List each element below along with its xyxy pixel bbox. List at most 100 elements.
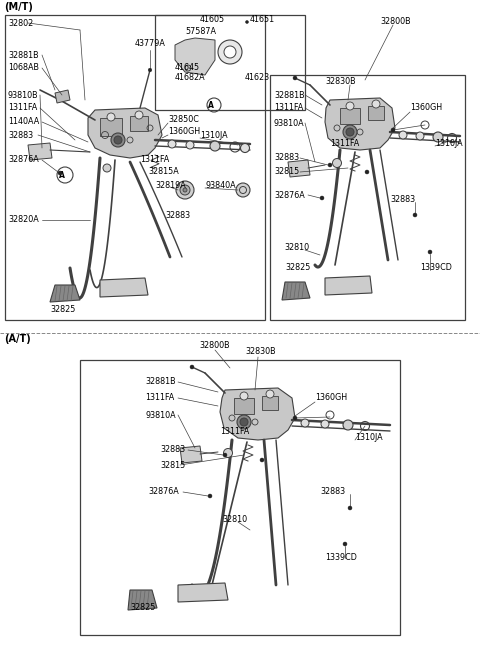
Text: 1310JA: 1310JA: [435, 138, 463, 147]
Text: 1339CD: 1339CD: [420, 263, 452, 272]
Circle shape: [176, 181, 194, 199]
Circle shape: [320, 196, 324, 200]
Text: 32815: 32815: [160, 460, 185, 470]
Circle shape: [186, 141, 194, 149]
Text: 32883: 32883: [320, 487, 345, 496]
Polygon shape: [175, 38, 215, 75]
Polygon shape: [88, 108, 162, 158]
Text: 32825: 32825: [50, 305, 75, 314]
Text: 32883: 32883: [160, 445, 185, 455]
Bar: [130, 116, 148, 131]
Text: 1360GH: 1360GH: [315, 394, 347, 403]
Text: 1311FA: 1311FA: [330, 138, 359, 147]
Circle shape: [168, 140, 176, 148]
Polygon shape: [288, 160, 310, 177]
Text: 32810: 32810: [222, 515, 247, 525]
Text: 1311FA: 1311FA: [145, 394, 174, 403]
Circle shape: [210, 141, 220, 151]
Circle shape: [343, 125, 357, 139]
Text: 32881B: 32881B: [8, 50, 38, 60]
Bar: [100, 118, 122, 136]
Text: 1311FA: 1311FA: [220, 428, 249, 436]
Bar: [234, 398, 254, 414]
Polygon shape: [100, 278, 148, 297]
Polygon shape: [325, 98, 395, 150]
Circle shape: [218, 40, 242, 64]
Text: 32800B: 32800B: [380, 18, 410, 26]
Circle shape: [391, 128, 395, 132]
Text: 32876A: 32876A: [8, 155, 39, 164]
Circle shape: [240, 143, 250, 153]
Text: 1360GH: 1360GH: [168, 128, 200, 136]
Text: A: A: [208, 100, 214, 109]
Circle shape: [114, 136, 122, 144]
Text: 32883: 32883: [8, 130, 33, 140]
Circle shape: [328, 163, 332, 167]
Text: 93810A: 93810A: [145, 411, 176, 419]
Text: 32830B: 32830B: [245, 348, 276, 356]
Text: 1339CD: 1339CD: [325, 553, 357, 563]
Circle shape: [245, 20, 249, 24]
Circle shape: [416, 132, 424, 140]
Circle shape: [293, 76, 297, 80]
Text: A: A: [59, 170, 65, 179]
Text: 32815: 32815: [274, 168, 299, 176]
Circle shape: [321, 420, 329, 428]
Text: 41651: 41651: [250, 16, 275, 24]
Circle shape: [260, 458, 264, 462]
Text: 93840A: 93840A: [205, 181, 236, 189]
Circle shape: [428, 250, 432, 254]
Text: 93810A: 93810A: [274, 119, 305, 128]
Bar: [155, 15, 305, 110]
Text: 32825: 32825: [285, 263, 311, 272]
Bar: [262, 396, 278, 410]
Text: 32881B: 32881B: [145, 377, 176, 386]
Polygon shape: [55, 90, 70, 103]
Circle shape: [183, 188, 187, 192]
Circle shape: [333, 159, 341, 168]
Text: 1360GH: 1360GH: [410, 103, 442, 113]
Text: 32802: 32802: [8, 18, 33, 28]
Circle shape: [343, 420, 353, 430]
Text: 41605: 41605: [200, 16, 225, 24]
Polygon shape: [180, 446, 202, 463]
Bar: [340, 108, 360, 124]
Text: 41645: 41645: [175, 62, 200, 71]
Circle shape: [135, 111, 143, 119]
Polygon shape: [50, 285, 80, 302]
Text: 93810B: 93810B: [8, 90, 38, 100]
Text: 1068AB: 1068AB: [8, 64, 39, 73]
Polygon shape: [220, 388, 295, 440]
Circle shape: [236, 183, 250, 197]
Circle shape: [208, 494, 212, 498]
Circle shape: [343, 542, 347, 546]
Text: 43779A: 43779A: [135, 39, 166, 48]
Polygon shape: [178, 583, 228, 602]
Bar: [5, 15, 265, 320]
Circle shape: [346, 128, 354, 136]
Circle shape: [190, 365, 194, 369]
Circle shape: [372, 100, 380, 108]
Circle shape: [266, 390, 274, 398]
Circle shape: [240, 418, 248, 426]
Text: 32830B: 32830B: [325, 77, 356, 86]
Text: 32819A: 32819A: [155, 181, 186, 189]
Circle shape: [293, 416, 297, 420]
Text: (M/T): (M/T): [4, 2, 33, 12]
Bar: [368, 106, 384, 120]
Circle shape: [223, 453, 227, 457]
Circle shape: [103, 164, 111, 172]
Circle shape: [148, 68, 152, 72]
Text: 32876A: 32876A: [148, 487, 179, 496]
Circle shape: [180, 185, 190, 195]
Text: 32883: 32883: [165, 210, 190, 219]
Polygon shape: [325, 276, 372, 295]
Text: 32883: 32883: [390, 195, 415, 204]
Circle shape: [301, 419, 309, 427]
Circle shape: [348, 506, 352, 510]
Circle shape: [58, 171, 62, 175]
Text: 32825: 32825: [130, 603, 156, 612]
Text: 32850C: 32850C: [168, 115, 199, 124]
Circle shape: [237, 415, 251, 429]
Text: 1311FA: 1311FA: [8, 103, 37, 113]
